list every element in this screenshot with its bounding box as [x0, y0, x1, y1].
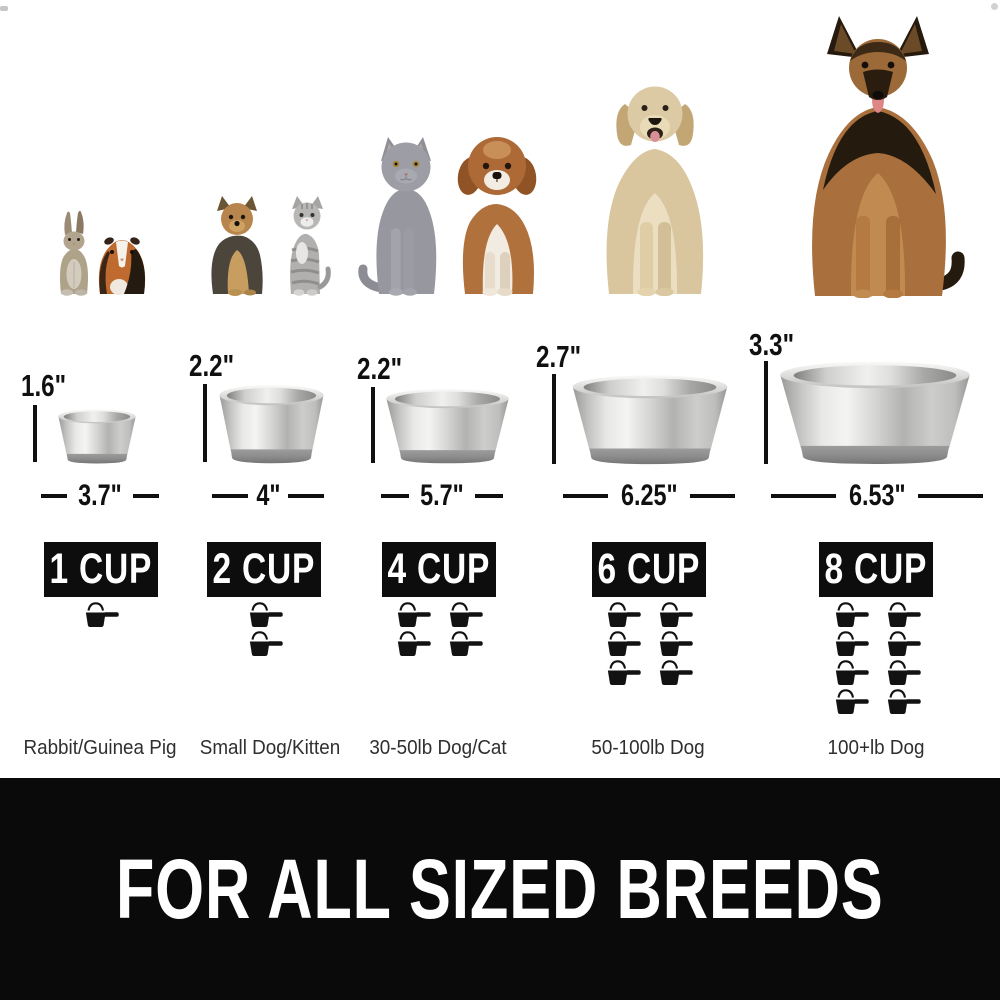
- height-dimension-line-2: [203, 384, 207, 462]
- measuring-scoop-icon: [248, 602, 284, 627]
- pets-label-1: Rabbit/Guinea Pig: [23, 736, 177, 759]
- capacity-badge-6-cup: 6 CUP: [592, 542, 706, 597]
- height-dimension-line-4: [552, 374, 556, 464]
- measuring-scoop-icon: [248, 631, 284, 656]
- capacity-badge-4-cup: 4 CUP: [382, 542, 496, 597]
- stainless-bowl-2: [215, 383, 328, 464]
- measuring-scoop-icon: [606, 631, 642, 656]
- measuring-scoop-icon: [448, 631, 484, 656]
- bowl-diameter-dimension-1: 3.7": [41, 481, 159, 511]
- capacity-badge-8-cup: 8 CUP: [819, 542, 933, 597]
- stainless-bowl-4: [566, 373, 734, 465]
- height-dimension-line-3: [371, 387, 375, 463]
- capacity-badge-2-cup: 2 CUP: [207, 542, 321, 597]
- measuring-scoop-icon: [834, 602, 870, 627]
- grey-cat-icon: [358, 137, 437, 296]
- dimension-dash: [41, 493, 68, 499]
- dimension-dash: [132, 493, 159, 499]
- bowl-height-dimension-5: 3.3": [749, 327, 795, 362]
- bowl-diameter-dimension-5: 6.53": [771, 481, 983, 511]
- height-dimension-line-5: [764, 361, 768, 464]
- german-shepherd-icon: [812, 16, 965, 298]
- measuring-scoop-icon: [886, 660, 922, 685]
- measuring-scoop-icon: [84, 602, 120, 627]
- kitten-icon: [290, 196, 331, 296]
- guinea-pig-icon: [98, 237, 146, 295]
- golden-retriever-icon: [606, 86, 704, 296]
- bowl-height-dimension-1: 1.6": [21, 368, 67, 403]
- pets-label-4: 50-100lb Dog: [591, 736, 705, 759]
- bowl-diameter-dimension-2: 4": [212, 481, 325, 511]
- animal-illustration-german-shepherd: [790, 12, 966, 298]
- animal-illustration-golden-retriever: [586, 70, 724, 296]
- dimension-dash: [690, 493, 735, 499]
- bowl-height-dimension-2: 2.2": [189, 348, 235, 383]
- measuring-scoop-icon: [658, 602, 694, 627]
- dimension-dash: [288, 493, 325, 499]
- scoop-grid-4: [603, 602, 695, 685]
- dimension-dash: [212, 493, 248, 499]
- animal-illustration-yorkie-kitten: [195, 193, 335, 296]
- pets-label-5: 100+lb Dog: [827, 736, 925, 759]
- measuring-scoop-icon: [396, 631, 432, 656]
- measuring-scoop-icon: [658, 660, 694, 685]
- dimension-dash: [771, 493, 836, 499]
- measuring-scoop-icon: [834, 631, 870, 656]
- scoop-grid-3: [393, 602, 485, 656]
- pets-label-3: 30-50lb Dog/Cat: [369, 736, 507, 759]
- dimension-dash: [918, 493, 983, 499]
- rabbit-icon: [60, 210, 88, 296]
- measuring-scoop-icon: [606, 602, 642, 627]
- bottom-banner: FOR ALL SIZED BREEDS: [0, 778, 1000, 1000]
- height-dimension-line-1: [33, 405, 37, 462]
- scoop-grid-2: [245, 602, 285, 656]
- stainless-bowl-1: [55, 408, 139, 464]
- dimension-dash: [563, 493, 608, 499]
- measuring-scoop-icon: [834, 689, 870, 714]
- fluffy-puppy-icon: [457, 137, 537, 296]
- stainless-bowl-3: [381, 387, 514, 464]
- yorkie-puppy-icon: [211, 196, 263, 296]
- animal-illustration-rabbit-guinea-pig: [50, 210, 152, 296]
- bowl-height-dimension-4: 2.7": [536, 339, 582, 374]
- dimension-dash: [381, 493, 410, 499]
- scoop-grid-1: [81, 602, 121, 627]
- measuring-scoop-icon: [448, 602, 484, 627]
- pets-label-2: Small Dog/Kitten: [199, 736, 341, 759]
- corner-artifact-right: [991, 3, 998, 10]
- scoop-grid-5: [831, 602, 923, 714]
- measuring-scoop-icon: [658, 631, 694, 656]
- stainless-bowl-5: [772, 359, 978, 465]
- animal-illustration-cat-puppy: [357, 130, 551, 296]
- dimension-dash: [474, 493, 503, 499]
- measuring-scoop-icon: [886, 602, 922, 627]
- measuring-scoop-icon: [886, 689, 922, 714]
- banner-title: FOR ALL SIZED BREEDS: [116, 841, 884, 936]
- measuring-scoop-icon: [396, 602, 432, 627]
- measuring-scoop-icon: [886, 631, 922, 656]
- corner-artifact-left: [0, 6, 8, 11]
- bowl-diameter-dimension-4: 6.25": [563, 481, 735, 511]
- capacity-badge-1-cup: 1 CUP: [44, 542, 158, 597]
- measuring-scoop-icon: [606, 660, 642, 685]
- measuring-scoop-icon: [834, 660, 870, 685]
- bowl-height-dimension-3: 2.2": [357, 351, 403, 386]
- bowl-diameter-dimension-3: 5.7": [381, 481, 503, 511]
